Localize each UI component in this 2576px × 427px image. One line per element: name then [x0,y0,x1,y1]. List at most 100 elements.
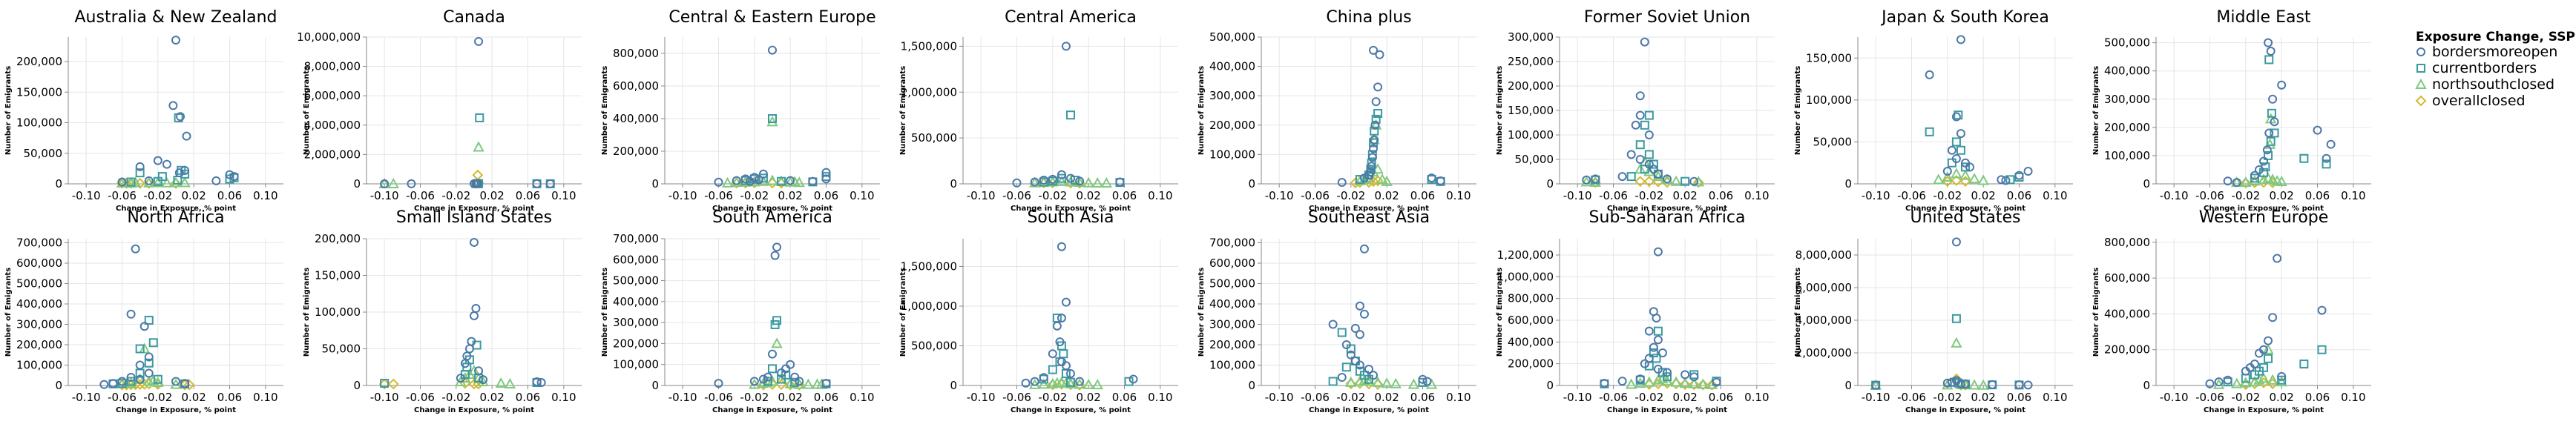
point-northsouthclosed [771,337,783,348]
point-bordersmoreopen [1030,177,1039,187]
x-tick-label: 0.06 [516,189,540,202]
y-tick-label: 100,000 [2104,149,2150,162]
point-bordersmoreopen [225,170,234,179]
point-bordersmoreopen [2264,38,2273,47]
x-tick-label: -0.10 [370,391,399,404]
point-currentborders [180,169,190,179]
point-bordersmoreopen [1346,350,1356,360]
x-tick-label: 0.10 [2341,391,2365,404]
point-currentborders [475,113,484,122]
y-tick-label: 300,000 [1209,89,1255,102]
point-bordersmoreopen [474,366,484,376]
y-axis-title: Number of Emigrants [601,268,609,357]
point-bordersmoreopen [182,131,191,141]
x-tick-label: 0.10 [1446,391,1471,404]
point-currentborders [1367,159,1376,168]
y-tick-label: 1,500,000 [901,259,957,273]
x-tick-label: 0.10 [551,391,576,404]
point-bordersmoreopen [470,311,479,320]
point-northsouthclosed [1688,377,1700,388]
x-axis-title: Change in Exposure, % point [116,205,236,213]
point-currentborders [2264,55,2274,64]
y-tick-label: 500,000 [911,131,957,145]
x-tick-label: 0.02 [1076,189,1100,202]
x-axis-title: Change in Exposure, % point [414,406,534,414]
point-bordersmoreopen [1048,349,1057,359]
point-bordersmoreopen [754,175,763,185]
y-tick-label: 200,000 [1508,357,1554,371]
point-currentborders [768,364,777,374]
point-bordersmoreopen [1635,155,1645,164]
point-bordersmoreopen [2023,380,2033,390]
x-tick-label: -0.10 [72,391,101,404]
x-tick-label: 0.10 [2341,189,2365,202]
point-northsouthclosed [1390,377,1402,388]
point-bordersmoreopen [1657,348,1667,357]
point-currentborders [1371,114,1381,124]
point-bordersmoreopen [1369,45,1379,55]
point-currentborders [1066,377,1075,387]
x-tick-label: -0.02 [1336,391,1365,404]
panel-title: Western Europe [2199,208,2329,227]
y-tick-label: 400,000 [2104,64,2150,78]
point-northsouthclosed [504,377,516,389]
y-axis-title: Number of Emigrants [2092,268,2100,357]
point-bordersmoreopen [1644,159,1654,169]
y-tick-label: 8,000,000 [1795,248,1852,262]
x-tick-label: -0.06 [1897,391,1926,404]
y-tick-label: 0 [1248,177,1255,191]
y-tick-label: 2,000,000 [304,148,361,161]
panel-title: North Africa [127,208,224,227]
x-tick-label: -0.06 [1301,189,1330,202]
point-northsouthclosed [2240,176,2252,188]
point-bordersmoreopen [1337,373,1347,382]
point-northsouthclosed [1091,379,1103,390]
point-overallclosed [472,169,484,181]
point-bordersmoreopen [2264,336,2273,345]
point-overallclosed [1706,379,1718,391]
point-bordersmoreopen [456,374,465,383]
y-tick-label: 10,000,000 [297,30,361,44]
y-tick-label: 700,000 [16,236,62,250]
point-bordersmoreopen [790,372,800,382]
point-bordersmoreopen [126,373,136,382]
legend-marker-overallclosed [2415,95,2427,107]
point-northsouthclosed [1634,163,1646,174]
panel-title: Middle East [2216,8,2311,27]
point-northsouthclosed [1933,173,1945,185]
point-currentborders [2250,173,2259,183]
point-currentborders [2005,175,2015,185]
y-tick-label: 700,000 [1209,236,1255,250]
point-bordersmoreopen [2014,171,2024,180]
x-tick-label: 0.06 [217,189,242,202]
point-bordersmoreopen [2001,176,2011,185]
x-tick-label: 0.02 [479,189,504,202]
panel-7: 0 100,000 200,000 300,000 400,000 500,000 -0.1… [2092,8,2371,213]
point-northsouthclosed [1679,377,1691,388]
panel-title: Sub-Saharan Africa [1589,208,1746,227]
point-currentborders [777,374,786,384]
point-bordersmoreopen [1039,176,1048,185]
point-bordersmoreopen [2313,125,2322,135]
y-tick-label: 50,000 [24,147,63,160]
point-overallclosed [1688,379,1700,391]
point-northsouthclosed [1381,377,1393,388]
point-bordersmoreopen [1653,335,1663,345]
y-tick-label: 300,000 [1508,30,1554,44]
point-bordersmoreopen [2268,94,2278,104]
y-tick-label: 500,000 [1209,30,1255,44]
x-tick-label: -0.06 [1301,391,1330,404]
point-northsouthclosed [1372,376,1384,387]
point-bordersmoreopen [1956,129,1965,139]
panel-15: 0 200,000 400,000 600,000 800,000 -0.10 -0.06-… [2092,208,2371,414]
x-axis-title: Change in Exposure, % point [1905,406,2025,414]
point-bordersmoreopen [135,162,145,171]
point-currentborders [144,358,154,368]
point-northsouthclosed [1697,378,1709,389]
x-tick-label: -0.06 [1599,189,1628,202]
x-tick-label: -0.10 [1862,189,1890,202]
panel-1: 0 2,000,000 4,000,000 6,000,000 8,000,000 10,… [297,8,582,213]
x-tick-label: -0.10 [967,189,996,202]
x-tick-label: -0.02 [2231,391,2260,404]
point-overallclosed [1634,176,1646,188]
